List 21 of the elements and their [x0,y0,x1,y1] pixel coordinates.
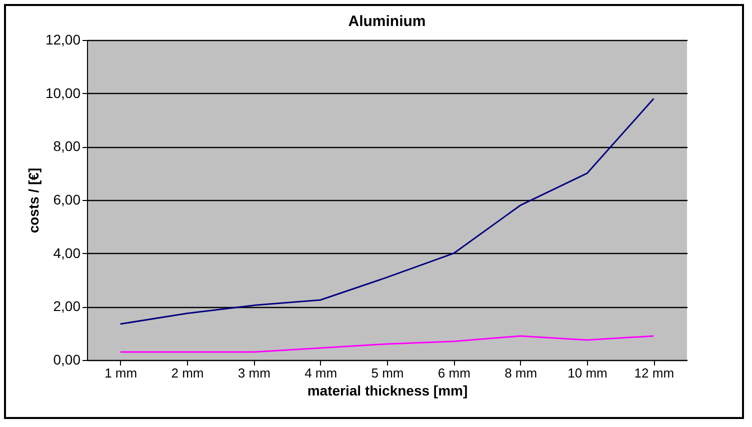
x-tick-label: 6 mm [438,366,470,380]
x-tick-label: 8 mm [504,366,538,380]
x-tick-label: 2 mm [171,366,204,380]
y-tick-label: 2,00 [53,298,81,314]
x-tick-label: 5 mm [371,366,404,380]
y-tick-label: 8,00 [53,138,81,154]
chart-title: Aluminium [348,13,426,30]
line-series [120,335,654,353]
x-tick-label: 3 mm [238,366,270,380]
y-tick-label: 0,00 [53,352,81,368]
y-tick-label: 10,00 [45,84,81,101]
line-series [120,98,654,325]
x-tick-label: 12 mm [634,366,674,380]
y-tick-label: 6,00 [53,192,81,208]
y-tick-label: 4,00 [53,244,81,261]
y-axis-title: costs / [€] [25,168,42,234]
x-tick-label: 1 mm [104,366,138,380]
x-tick-label: 10 mm [568,366,608,380]
x-axis-title: material thickness [mm] [307,382,468,398]
y-tick-label: 12,00 [45,32,81,48]
x-tick-label: 4 mm [304,366,338,380]
